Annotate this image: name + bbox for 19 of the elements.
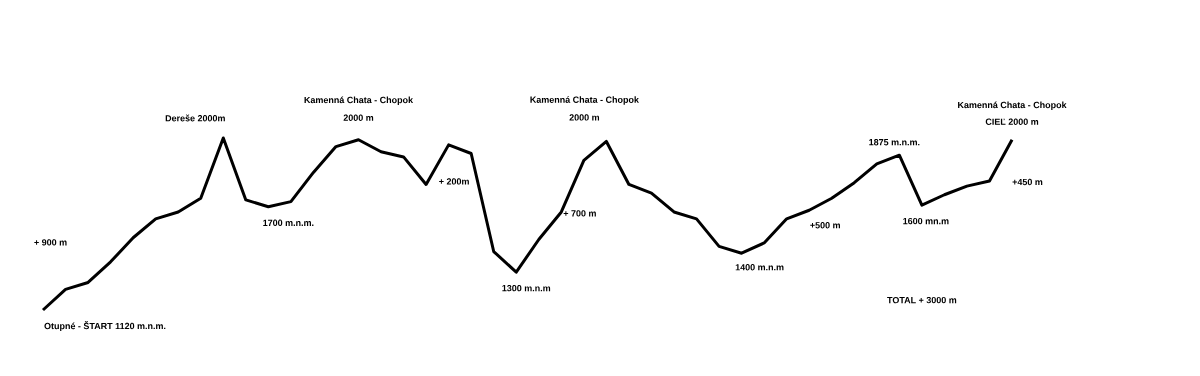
annotation: 1400 m.n.m [735,264,784,271]
text: CIEĽ 2000 m [985,118,1039,125]
annotation: 1875 m.n.m. [869,139,920,146]
text: 2000 m [569,114,600,121]
annotation: + 200m [439,178,469,185]
text: Kamenná Chata - Chopok [304,96,414,105]
text: Kamenná Chata - Chopok [530,96,639,105]
annotation: 1600 mn.m [903,217,949,225]
text: 2000 m [343,114,374,121]
text: Kamenná Chata - Chopok [958,101,1067,110]
annotation: + 700 m [563,210,596,217]
text: Otupné - ŠTART 1120 m.n.m. [44,321,166,331]
annotation: + 900 m [34,239,67,246]
annotation: 1700 m.n.m. [263,219,314,226]
text: Dereše 2000m [165,114,225,122]
annotation: +450 m [1012,178,1043,186]
annotation: +500 m [810,222,840,229]
annotation: 1300 m.n.m [502,284,551,292]
annotation: TOTAL + 3000 m [887,296,957,304]
